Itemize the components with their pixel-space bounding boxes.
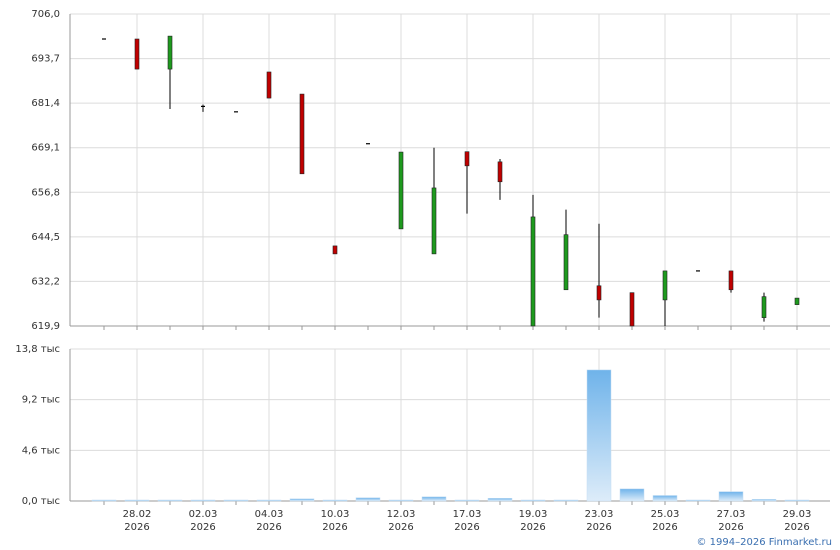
candle-body xyxy=(332,245,338,255)
volume-bar xyxy=(586,369,612,502)
y-tick-label: 644,5 xyxy=(31,232,60,243)
volume-bar xyxy=(256,499,282,502)
y-tick-label: 0,0 тыс xyxy=(22,496,60,507)
candle-body xyxy=(299,93,305,175)
volume-bar xyxy=(520,499,546,502)
candle-body xyxy=(497,161,503,183)
candle-body xyxy=(761,296,767,318)
y-tick-label: 669,1 xyxy=(31,143,60,154)
volume-bar xyxy=(784,499,810,502)
volume-bar xyxy=(355,497,381,502)
y-tick-label: 681,4 xyxy=(31,98,60,109)
volume-bar xyxy=(685,499,711,502)
x-tick-label: 23.03 xyxy=(585,509,614,520)
x-tick-label: 19.03 xyxy=(519,509,548,520)
volume-bar xyxy=(91,499,117,502)
x-tick-year: 2026 xyxy=(520,522,545,533)
y-tick-label: 706,0 xyxy=(31,9,60,20)
y-tick-label: 4,6 тыс xyxy=(22,445,60,456)
x-tick-year: 2026 xyxy=(124,522,149,533)
volume-bar xyxy=(157,499,183,502)
candle-body xyxy=(662,270,668,301)
x-tick-label: 25.03 xyxy=(651,509,680,520)
candle-body xyxy=(596,285,602,301)
y-tick-label: 619,9 xyxy=(31,321,60,332)
volume-bar xyxy=(223,499,249,502)
x-tick-label: 27.03 xyxy=(717,509,746,520)
candle-body xyxy=(530,216,536,327)
candle-body xyxy=(266,71,272,99)
volume-bar xyxy=(652,495,678,502)
candle-body xyxy=(794,297,800,305)
x-tick-year: 2026 xyxy=(586,522,611,533)
x-tick-year: 2026 xyxy=(190,522,215,533)
candle-body xyxy=(464,151,470,167)
volume-bar xyxy=(322,499,348,502)
x-tick-label: 28.02 xyxy=(123,509,152,520)
volume-bar xyxy=(553,499,579,502)
x-tick-year: 2026 xyxy=(388,522,413,533)
volume-bar xyxy=(388,499,414,502)
x-tick-year: 2026 xyxy=(256,522,281,533)
volume-bar xyxy=(751,499,777,502)
volume-bar xyxy=(289,498,315,502)
source[interactable]: © 1994–2026 Finmarket.ru xyxy=(696,537,832,548)
x-tick-label: 04.03 xyxy=(255,509,284,520)
x-tick-label: 02.03 xyxy=(189,509,218,520)
x-tick-year: 2026 xyxy=(718,522,743,533)
volume-bar xyxy=(421,496,447,502)
candle-body xyxy=(134,38,140,70)
volume-bar xyxy=(124,499,150,502)
x-tick-year: 2026 xyxy=(454,522,479,533)
x-tick-year: 2026 xyxy=(322,522,347,533)
x-tick-year: 2026 xyxy=(784,522,809,533)
x-tick-year: 2026 xyxy=(652,522,677,533)
y-tick-label: 632,2 xyxy=(31,276,60,287)
candle-body xyxy=(167,35,173,70)
x-tick-label: 12.03 xyxy=(387,509,416,520)
candle-body xyxy=(728,270,734,291)
candle-body xyxy=(431,187,437,255)
y-tick-label: 13,8 тыс xyxy=(15,344,60,355)
x-tick-label: 17.03 xyxy=(453,509,482,520)
x-tick-label: 29.03 xyxy=(783,509,812,520)
candle-body xyxy=(398,151,404,230)
volume-bar xyxy=(190,499,216,502)
volume-bar xyxy=(487,497,513,502)
candle-body xyxy=(563,234,569,291)
y-tick-label: 9,2 тыс xyxy=(22,395,60,406)
volume-bar xyxy=(718,491,744,502)
y-tick-label: 693,7 xyxy=(31,54,60,65)
volume-bar xyxy=(619,488,645,502)
y-tick-label: 656,8 xyxy=(31,187,60,198)
candle-body xyxy=(629,292,635,327)
volume-bar xyxy=(454,499,480,502)
x-tick-label: 10.03 xyxy=(321,509,350,520)
